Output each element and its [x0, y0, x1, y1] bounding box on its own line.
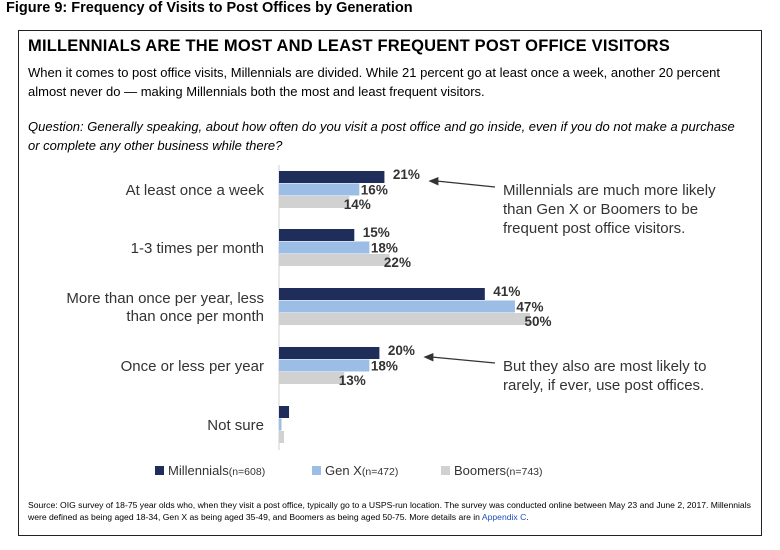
- data-label: 15%: [363, 225, 390, 240]
- chart-headline: MILLENNIALS ARE THE MOST AND LEAST FREQU…: [28, 37, 670, 55]
- bar-boomers: [279, 196, 350, 208]
- bar-gen-x: [279, 359, 370, 372]
- bar-gen-x: [279, 183, 360, 196]
- category-label: than once per month: [126, 308, 264, 325]
- bar-gen-x: [279, 300, 515, 313]
- data-label: 22%: [384, 255, 411, 270]
- source-note: Source: OIG survey of 18-75 year olds wh…: [28, 499, 753, 523]
- bar-chart: At least once a week 21% 16%14% 1-3 times p…: [66, 165, 716, 478]
- annotation-text: But they also are most likely to: [503, 358, 706, 375]
- annotation-arrow-line: [436, 180, 496, 188]
- category-label: Not sure: [207, 417, 264, 434]
- category-label: 1-3 times per month: [131, 240, 264, 257]
- data-label: 41%: [493, 284, 520, 299]
- data-label: 14%: [344, 197, 371, 212]
- data-label: 21%: [393, 167, 420, 182]
- bar-millennials: [279, 406, 290, 418]
- legend-swatch: [441, 466, 450, 475]
- annotation-text: frequent post office visitors.: [503, 220, 685, 237]
- category-label: Once or less per year: [121, 358, 264, 375]
- legend-label: Millennials(n=608): [168, 463, 265, 478]
- source-end: .: [526, 512, 529, 522]
- bar-boomers: [279, 372, 345, 384]
- data-label: 18%: [371, 240, 398, 255]
- bar-gen-x: [279, 418, 282, 431]
- category-label: At least once a week: [126, 182, 265, 199]
- annotation-arrowhead: [423, 353, 434, 362]
- data-label: 13%: [339, 373, 366, 388]
- data-label: 16%: [361, 182, 388, 197]
- bar-boomers: [279, 313, 530, 325]
- figure-title: Figure 9: Frequency of Visits to Post Of…: [6, 0, 413, 16]
- bar-millennials: [279, 288, 485, 300]
- legend-swatch: [155, 466, 164, 475]
- intro-text: When it comes to post office visits, Mil…: [28, 65, 721, 99]
- appendix-link[interactable]: Appendix C: [481, 512, 527, 522]
- bar-millennials: [279, 171, 385, 183]
- legend-label: Boomers(n=743): [454, 463, 543, 478]
- data-label: 20%: [388, 343, 415, 358]
- bar-millennials: [279, 347, 380, 359]
- bar-gen-x: [279, 241, 370, 254]
- legend-swatch: [312, 466, 321, 475]
- annotation-text: rarely, if ever, use post offices.: [503, 377, 704, 394]
- bar-boomers: [279, 431, 285, 443]
- bar-boomers: [279, 254, 390, 266]
- data-label: 47%: [516, 299, 543, 314]
- source-text: Source: OIG survey of 18-75 year olds wh…: [28, 500, 751, 522]
- annotation-text: than Gen X or Boomers to be: [503, 201, 698, 218]
- category-label: More than once per year, less: [66, 290, 264, 307]
- annotation-arrow-line: [431, 356, 496, 364]
- data-label: 50%: [524, 314, 551, 329]
- data-label: 18%: [371, 358, 398, 373]
- bar-millennials: [279, 229, 355, 241]
- annotation-text: Millennials are much more likely: [503, 182, 716, 199]
- survey-question: Question: Generally speaking, about how …: [28, 119, 735, 153]
- annotation-arrowhead: [428, 177, 439, 186]
- legend-label: Gen X(n=472): [325, 463, 398, 478]
- figure-frame: [18, 30, 762, 536]
